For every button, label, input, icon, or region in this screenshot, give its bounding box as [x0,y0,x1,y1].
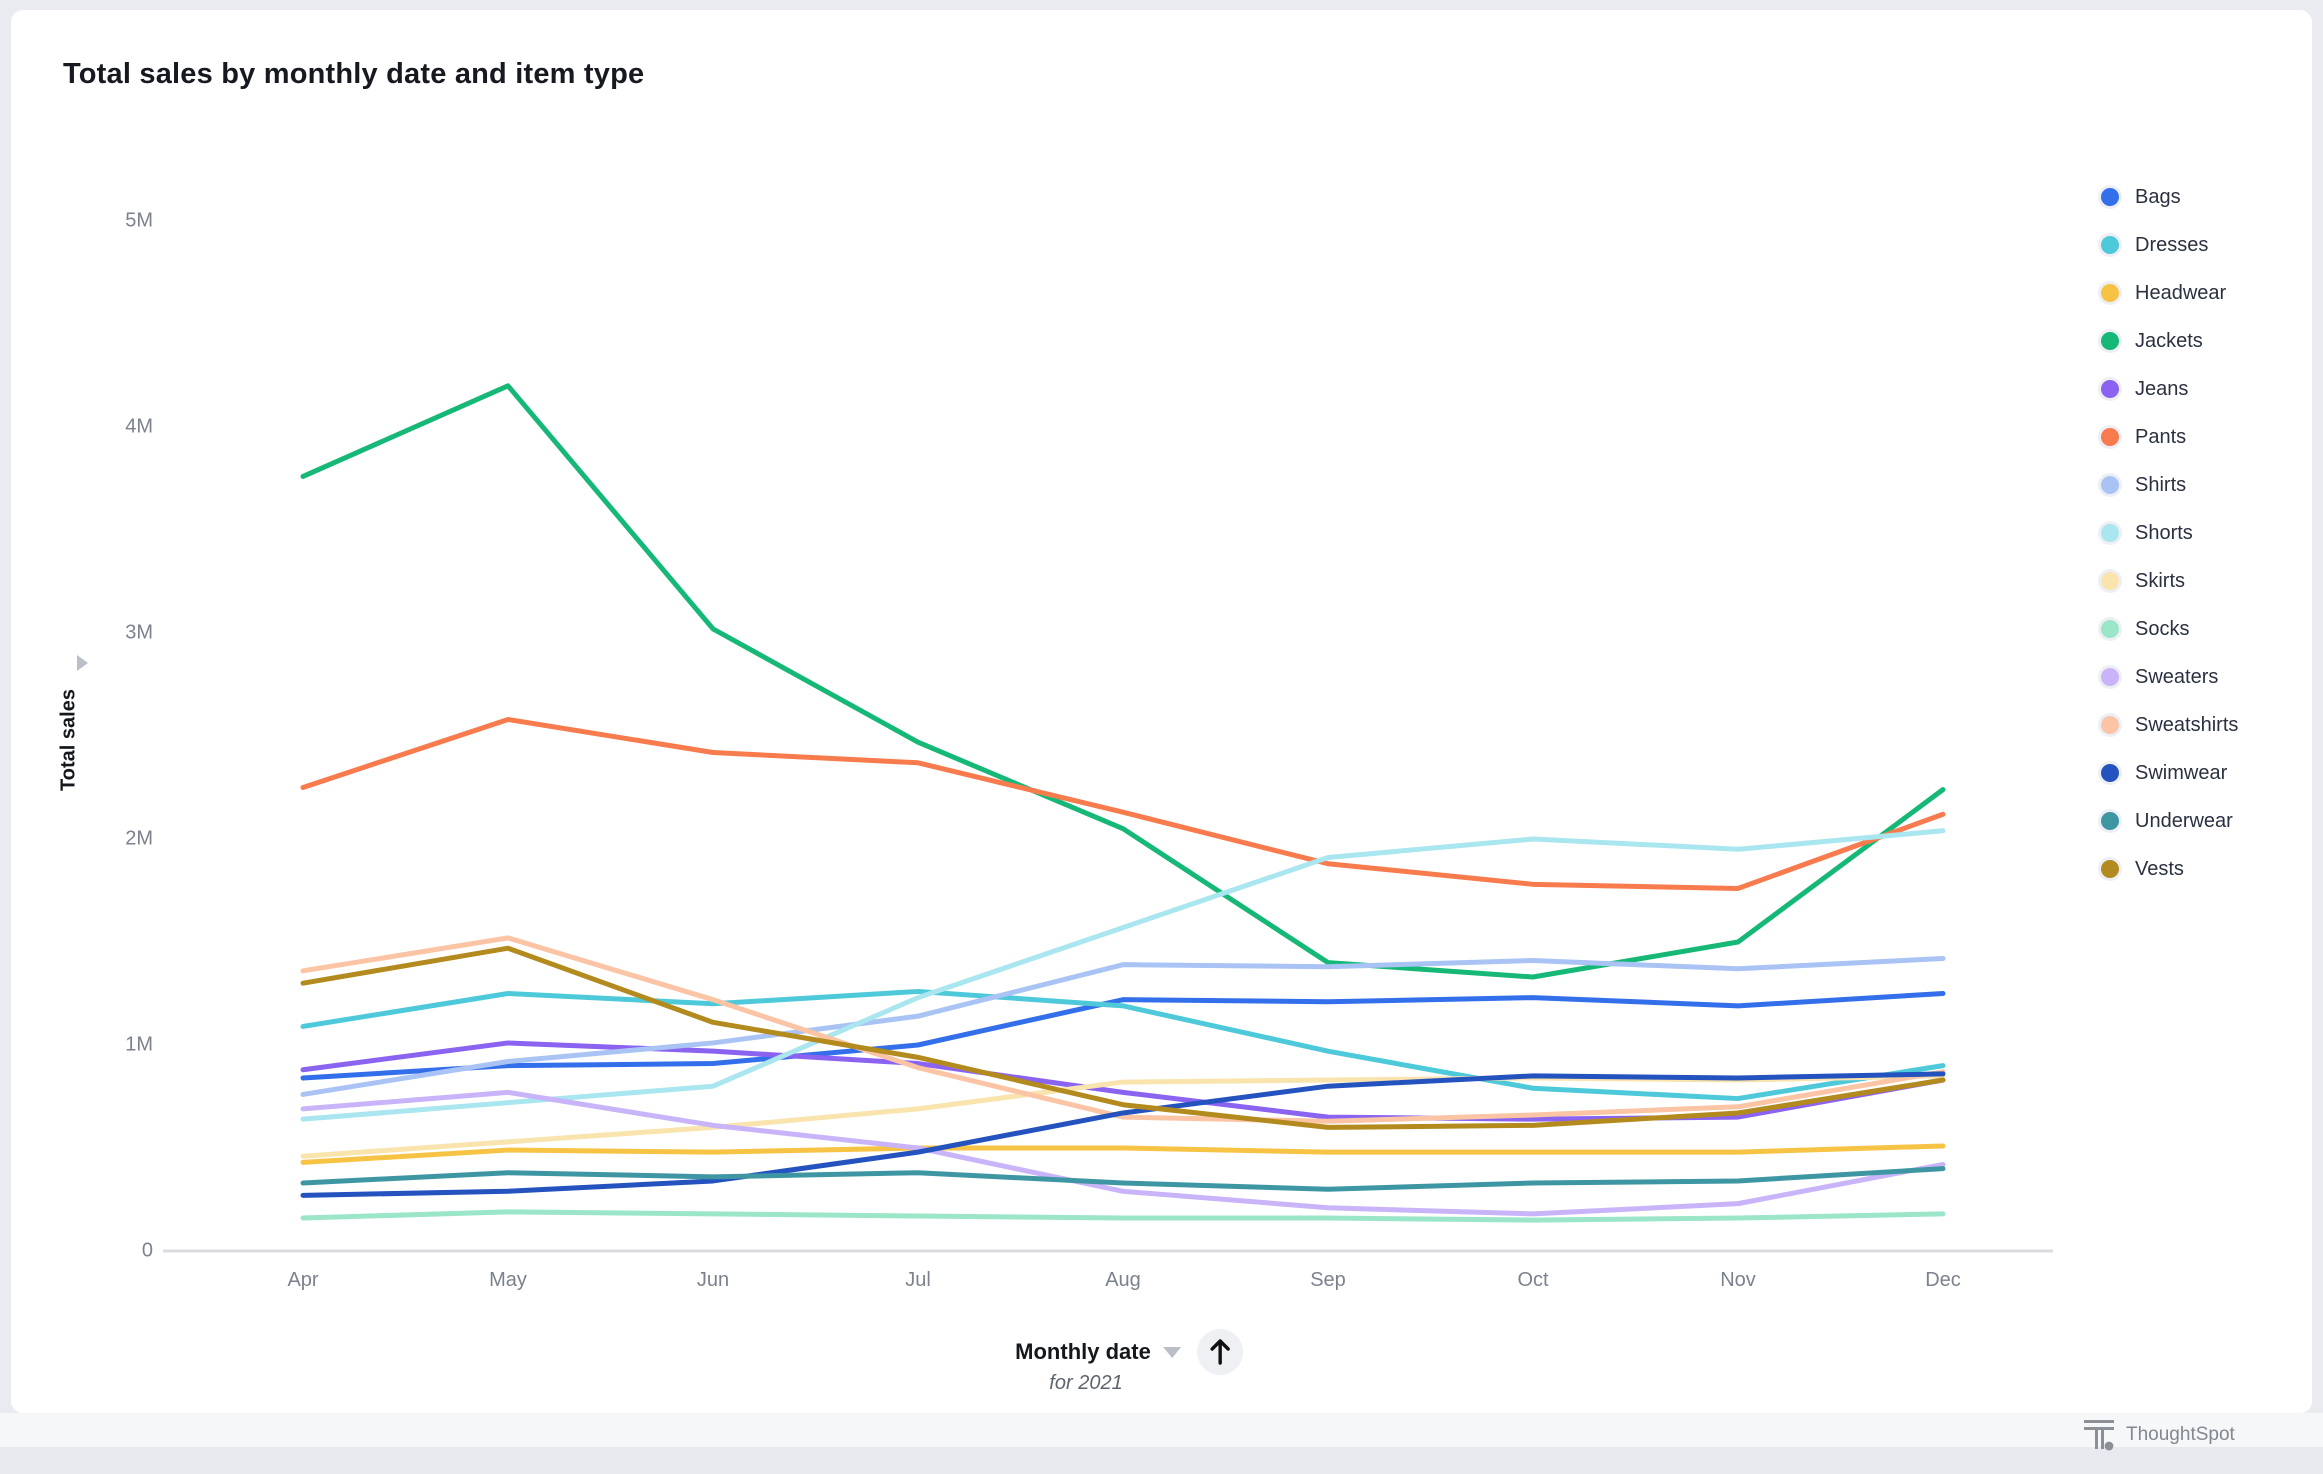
month-label: Apr [243,1269,363,1292]
legend-swatch [2101,572,2119,590]
legend-swatch [2101,668,2119,686]
legend-item-label: Swimwear [2135,762,2227,785]
legend-item-label: Jackets [2135,330,2203,353]
legend-swatch [2101,284,2119,302]
legend-item-sweaters[interactable]: Sweaters [2101,653,2321,701]
chart-card: Total sales by monthly date and item typ… [11,10,2312,1413]
legend-item-shorts[interactable]: Shorts [2101,509,2321,557]
legend-swatch [2101,812,2119,830]
legend-swatch [2101,764,2119,782]
month-label: May [448,1269,568,1292]
legend-item-swimwear[interactable]: Swimwear [2101,749,2321,797]
month-label: Nov [1678,1269,1798,1292]
footer [0,1413,2323,1447]
legend-item-label: Pants [2135,426,2186,449]
thoughtspot-logo-icon [2083,1418,2115,1452]
legend-item-bags[interactable]: Bags [2101,173,2321,221]
series-line-shirts[interactable] [303,958,1943,1094]
legend-item-headwear[interactable]: Headwear [2101,269,2321,317]
month-label: Sep [1268,1269,1388,1292]
legend-item-pants[interactable]: Pants [2101,413,2321,461]
legend-item-underwear[interactable]: Underwear [2101,797,2321,845]
thoughtspot-branding[interactable]: ThoughtSpot [2083,1417,2235,1453]
legend-item-shirts[interactable]: Shirts [2101,461,2321,509]
month-label: Oct [1473,1269,1593,1292]
legend-swatch [2101,380,2119,398]
series-line-socks[interactable] [303,1212,1943,1220]
legend-item-label: Shirts [2135,474,2186,497]
legend: Bags Dresses Headwear Jackets Jeans Pants Shir… [2101,173,2321,893]
arrow-up-icon [1209,1339,1231,1365]
series-line-underwear[interactable] [303,1169,1943,1190]
legend-swatch [2101,188,2119,206]
legend-item-label: Sweatshirts [2135,714,2238,737]
series-line-pants[interactable] [303,720,1943,889]
legend-item-vests[interactable]: Vests [2101,845,2321,893]
legend-swatch [2101,332,2119,350]
page-bottom-strip [0,1447,2323,1474]
month-label: Dec [1883,1269,2003,1292]
legend-swatch [2101,524,2119,542]
legend-item-jackets[interactable]: Jackets [2101,317,2321,365]
legend-item-label: Socks [2135,618,2189,641]
legend-swatch [2101,716,2119,734]
legend-item-skirts[interactable]: Skirts [2101,557,2321,605]
legend-swatch [2101,428,2119,446]
legend-item-label: Vests [2135,858,2184,881]
caret-down-icon[interactable] [1163,1347,1181,1358]
legend-item-sweatshirts[interactable]: Sweatshirts [2101,701,2321,749]
page: { "header": { "title": "Total sales by m… [0,0,2323,1474]
x-axis-control: Monthly date [1015,1328,1243,1376]
legend-item-label: Shorts [2135,522,2193,545]
x-axis-subtitle: for 2021 [1049,1372,1122,1395]
month-label: Aug [1063,1269,1183,1292]
x-axis-title[interactable]: Monthly date [1015,1339,1151,1365]
legend-item-label: Bags [2135,186,2181,209]
y-tick-label: 3M [73,622,153,645]
legend-swatch [2101,860,2119,878]
line-chart [11,10,2323,1433]
legend-item-label: Jeans [2135,378,2188,401]
legend-swatch [2101,476,2119,494]
legend-item-socks[interactable]: Socks [2101,605,2321,653]
series-line-headwear[interactable] [303,1146,1943,1162]
legend-item-label: Headwear [2135,282,2226,305]
legend-item-dresses[interactable]: Dresses [2101,221,2321,269]
legend-item-label: Dresses [2135,234,2208,257]
y-tick-label: 4M [73,416,153,439]
legend-item-jeans[interactable]: Jeans [2101,365,2321,413]
y-tick-label: 5M [73,210,153,233]
legend-item-label: Skirts [2135,570,2185,593]
sort-ascending-button[interactable] [1197,1329,1243,1375]
month-label: Jul [858,1269,978,1292]
legend-item-label: Underwear [2135,810,2233,833]
thoughtspot-label: ThoughtSpot [2126,1424,2235,1446]
legend-swatch [2101,236,2119,254]
legend-item-label: Sweaters [2135,666,2218,689]
legend-swatch [2101,620,2119,638]
y-tick-label: 2M [73,828,153,851]
month-label: Jun [653,1269,773,1292]
y-tick-label: 1M [73,1034,153,1057]
y-tick-label: 0 [73,1240,153,1263]
